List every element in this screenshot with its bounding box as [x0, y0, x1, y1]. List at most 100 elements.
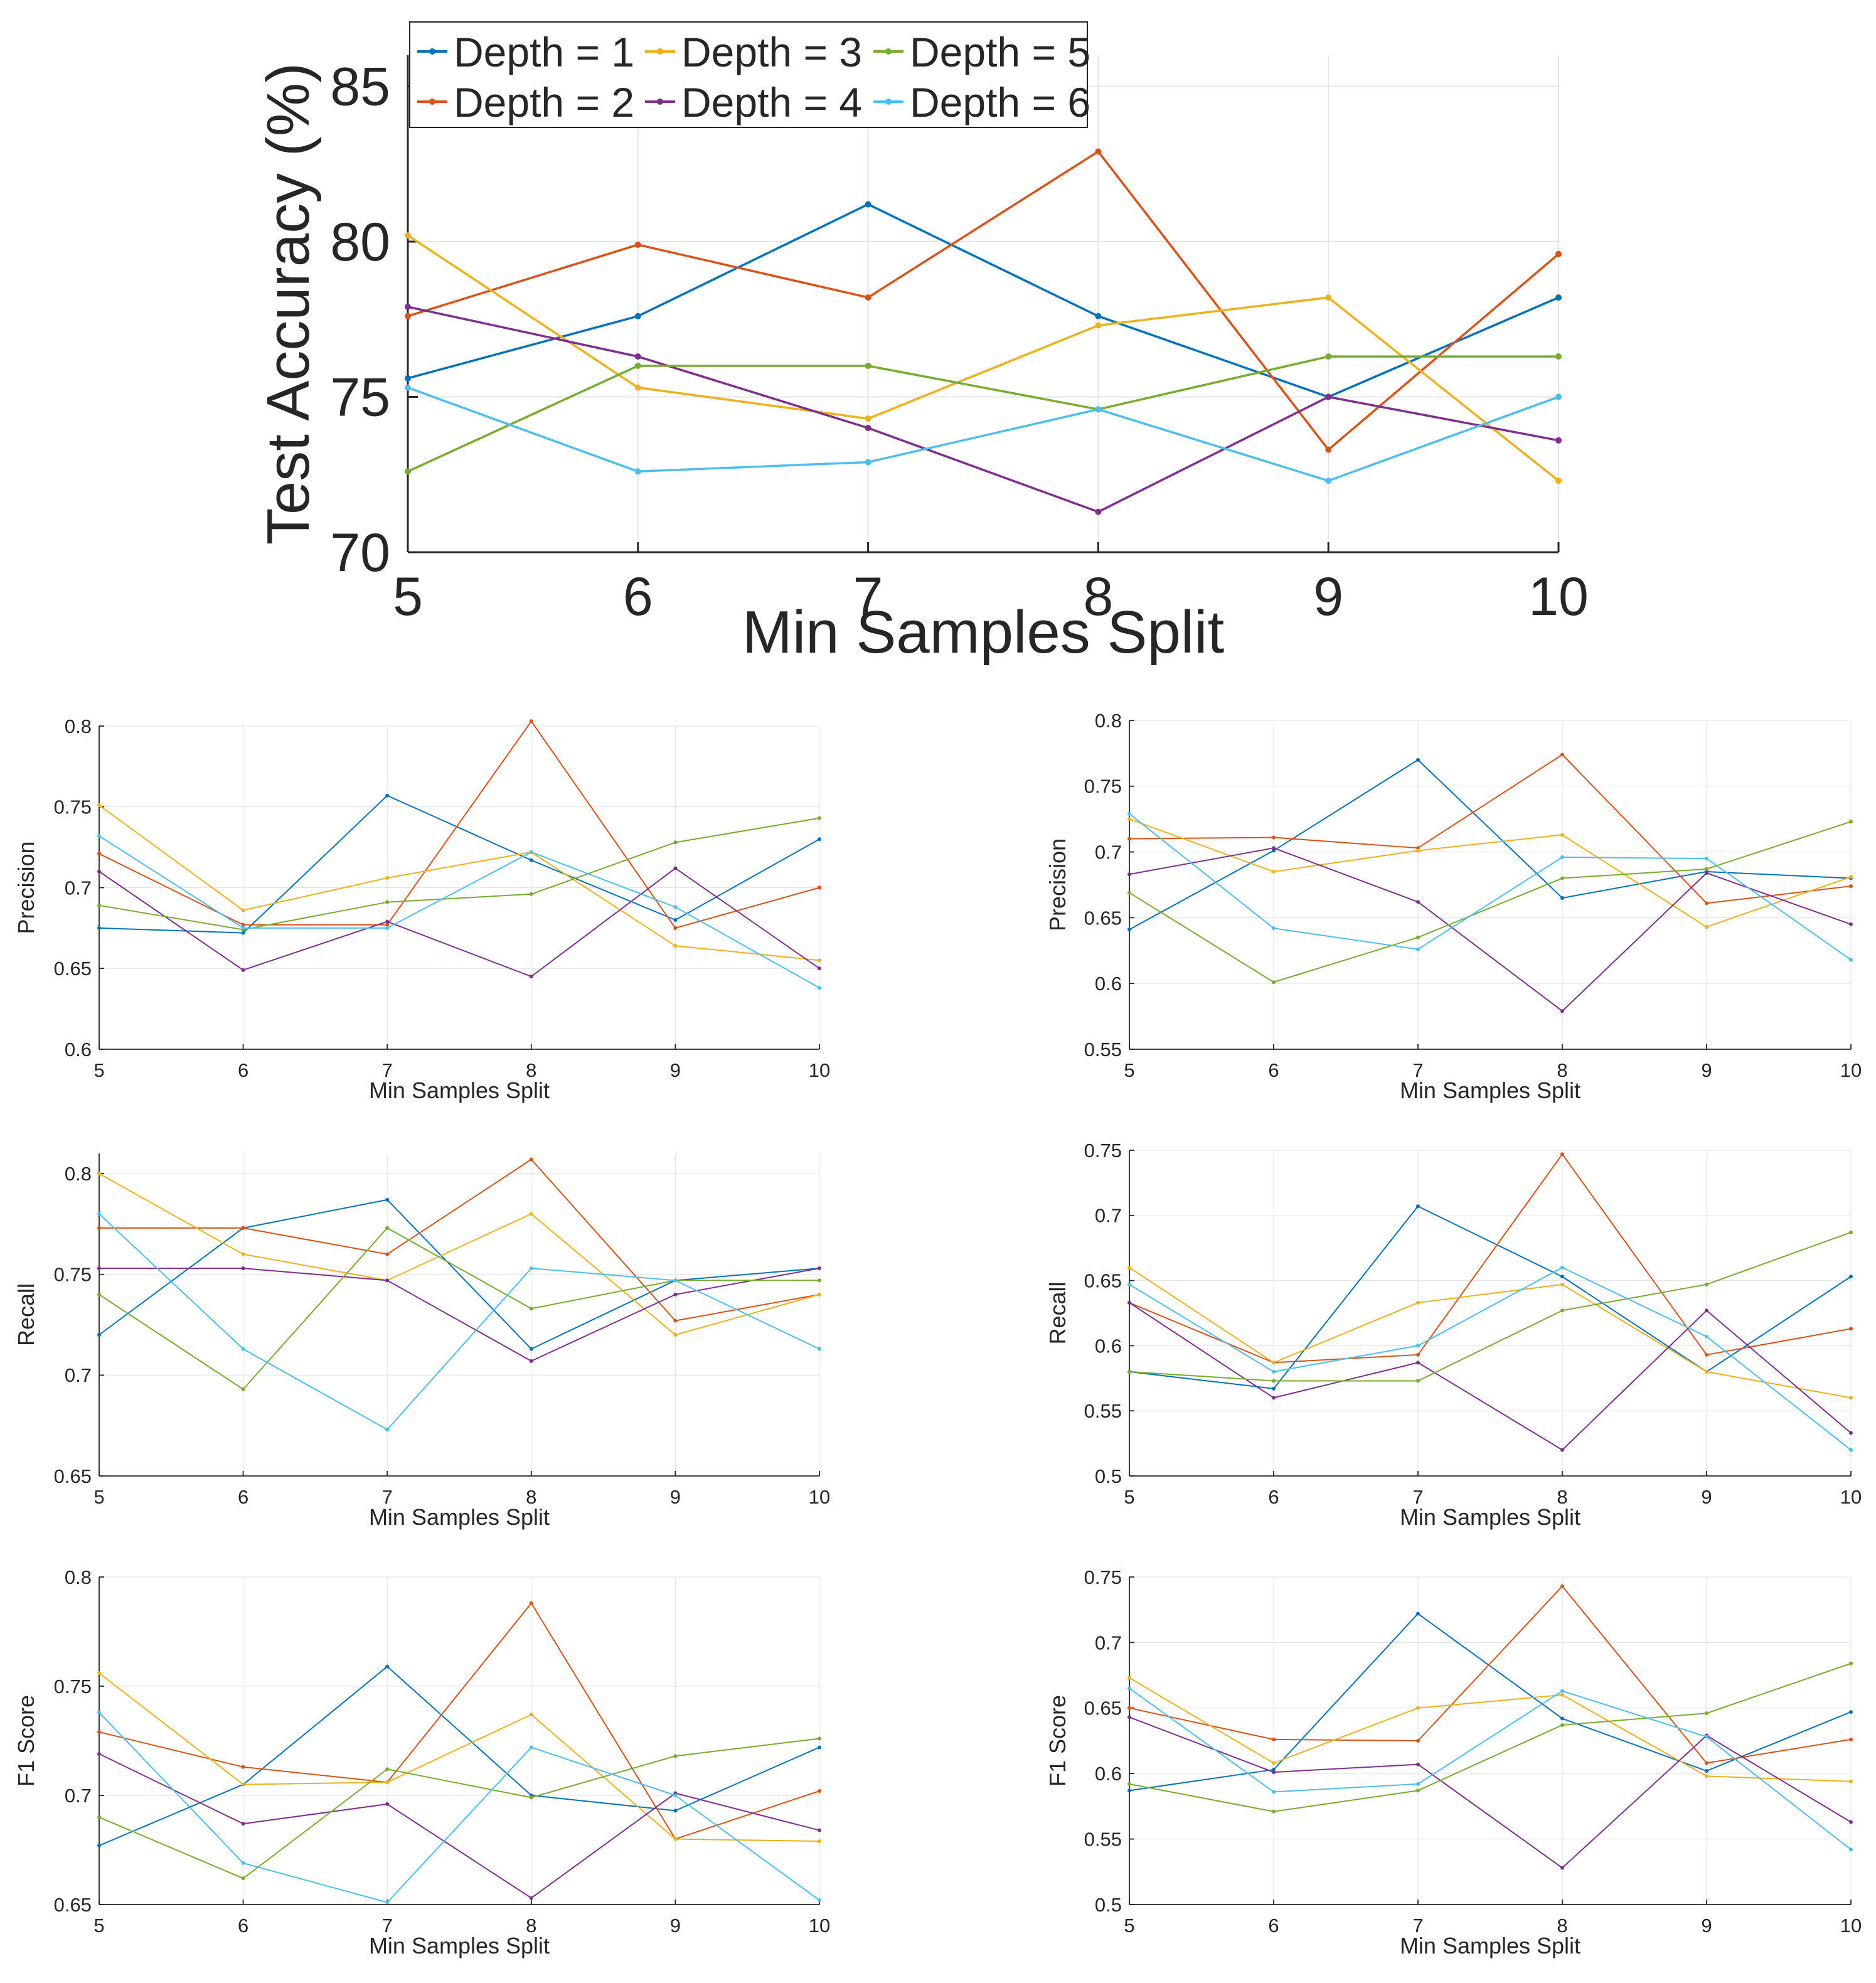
- data-point-depth-6: [385, 1428, 390, 1432]
- legend: Depth = 1 Depth = 3 Depth = 5 Depth = 2 Dept…: [409, 21, 1090, 128]
- data-point-depth-3: [673, 944, 678, 948]
- data-point-depth-1: [1849, 1710, 1853, 1714]
- data-point-depth-5: [1127, 1369, 1131, 1374]
- data-point-depth-3: [865, 415, 871, 422]
- series-line-depth-2: [1129, 754, 1852, 904]
- data-point-depth-1: [1555, 294, 1562, 301]
- data-point-depth-5: [1272, 980, 1276, 985]
- data-point-depth-2: [385, 1252, 390, 1256]
- data-point-depth-5: [529, 1795, 533, 1800]
- series-line-depth-6: [99, 1712, 820, 1903]
- x-axis-label: Min Samples Split: [369, 1933, 550, 1959]
- data-point-depth-2: [1127, 836, 1131, 841]
- x-tick-label: 6: [238, 1059, 248, 1081]
- y-tick-label: 0.65: [1084, 1269, 1122, 1291]
- x-axis-label: Min Samples Split: [369, 1504, 550, 1530]
- data-point-depth-1: [1705, 1769, 1708, 1773]
- data-point-depth-6: [241, 1347, 245, 1351]
- chart-precision-right: 5 6 7 8 9 10 0.55 0.6 0.65 0.7 0.75 0.8 Min Samples …: [1045, 710, 1862, 1103]
- data-point-depth-6: [1555, 393, 1562, 400]
- data-point-depth-4: [1272, 1396, 1276, 1400]
- x-tick-label: 10: [1528, 567, 1589, 627]
- data-point-depth-4: [818, 1828, 821, 1832]
- y-tick-label: 0.7: [1095, 841, 1122, 863]
- x-tick-label: 7: [1412, 1915, 1423, 1937]
- x-tick-label: 5: [93, 1059, 104, 1081]
- data-point-depth-3: [1560, 1692, 1564, 1697]
- series-line-depth-4: [99, 1753, 820, 1899]
- legend-label: Depth = 6: [910, 79, 1090, 126]
- x-tick-label: 9: [1313, 567, 1343, 627]
- data-point-depth-5: [1705, 867, 1708, 871]
- data-point-depth-6: [673, 1278, 678, 1283]
- x-axis-label: Min Samples Split: [1400, 1077, 1580, 1103]
- data-point-depth-4: [241, 968, 245, 972]
- data-point-depth-4: [529, 975, 533, 979]
- data-point-depth-2: [1555, 250, 1562, 257]
- data-point-depth-1: [673, 918, 678, 922]
- data-point-depth-3: [241, 908, 245, 912]
- data-point-depth-4: [1272, 846, 1276, 850]
- data-point-depth-3: [1272, 1761, 1276, 1765]
- data-point-depth-4: [673, 866, 678, 870]
- y-tick-label: 0.65: [1084, 1697, 1122, 1719]
- x-axis-label: Min Samples Split: [742, 599, 1224, 666]
- data-point-depth-1: [385, 1197, 390, 1202]
- data-point-depth-2: [1849, 884, 1853, 889]
- series-line-depth-5: [99, 817, 820, 931]
- legend-label: Depth = 4: [681, 79, 862, 126]
- y-tick-label: 0.7: [65, 877, 92, 899]
- series-line-depth-4: [99, 867, 820, 978]
- data-point-depth-6: [1095, 406, 1102, 413]
- x-tick-label: 8: [526, 1915, 536, 1937]
- data-point-depth-3: [1095, 322, 1102, 329]
- data-point-depth-3: [673, 1333, 678, 1337]
- x-tick-label: 9: [1701, 1486, 1712, 1508]
- data-point-depth-2: [405, 313, 411, 319]
- data-point-depth-4: [1849, 1431, 1853, 1435]
- series-line-depth-1: [99, 1665, 820, 1846]
- data-point-depth-5: [818, 1736, 821, 1741]
- y-tick-label: 75: [330, 368, 390, 428]
- data-point-depth-3: [1272, 1360, 1276, 1365]
- data-point-depth-2: [241, 1226, 245, 1230]
- data-point-depth-2: [97, 852, 101, 856]
- x-tick-label: 9: [1701, 1915, 1712, 1937]
- data-point-depth-6: [1560, 1265, 1564, 1269]
- data-point-depth-1: [865, 201, 871, 208]
- data-point-depth-3: [1416, 1706, 1420, 1710]
- x-tick-label: 8: [1557, 1486, 1567, 1508]
- x-tick-label: 10: [1840, 1915, 1862, 1937]
- data-point-depth-5: [1849, 820, 1853, 824]
- x-tick-label: 8: [1557, 1059, 1567, 1081]
- y-tick-label: 0.65: [54, 958, 92, 980]
- series-line-depth-1: [99, 794, 820, 934]
- data-point-depth-6: [1849, 1448, 1853, 1452]
- series-line-depth-2: [1129, 1153, 1852, 1364]
- legend-marker: [429, 48, 435, 55]
- x-tick-label: 7: [1412, 1486, 1423, 1508]
- data-point-depth-4: [1849, 922, 1853, 926]
- data-point-depth-3: [1560, 833, 1564, 837]
- x-tick-label: 6: [238, 1915, 248, 1937]
- x-tick-label: 7: [382, 1486, 393, 1508]
- data-point-depth-3: [1849, 1779, 1853, 1783]
- data-point-depth-4: [818, 1266, 821, 1271]
- series-line-depth-6: [99, 835, 820, 989]
- data-point-depth-3: [241, 1252, 245, 1256]
- data-point-depth-5: [1272, 1809, 1276, 1814]
- data-point-depth-5: [385, 1226, 390, 1230]
- data-point-depth-2: [1560, 1584, 1564, 1588]
- data-point-depth-3: [97, 1172, 101, 1176]
- data-point-depth-2: [1127, 1706, 1131, 1710]
- data-point-depth-6: [1272, 926, 1276, 931]
- data-point-depth-1: [1560, 895, 1564, 900]
- series-line-depth-5: [99, 1227, 819, 1390]
- plot-area: [1129, 720, 1851, 1049]
- series-line-depth-1: [99, 1199, 820, 1350]
- data-point-depth-6: [1416, 947, 1420, 951]
- data-point-depth-2: [865, 294, 871, 301]
- data-point-depth-5: [818, 1278, 821, 1283]
- data-point-depth-1: [1560, 1275, 1564, 1279]
